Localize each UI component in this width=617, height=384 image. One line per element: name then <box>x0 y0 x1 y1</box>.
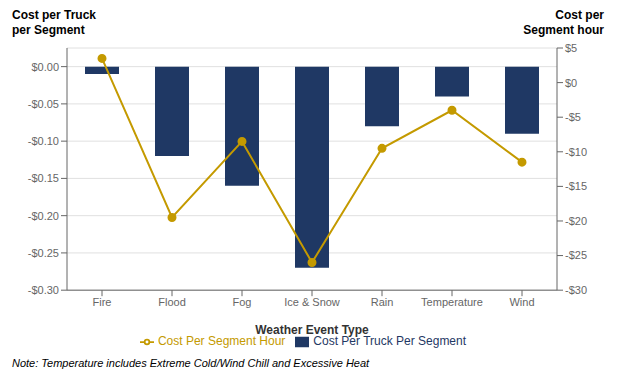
html-text:Cost Per Truck Per Segment: Cost Per Truck Per Segment <box>313 334 467 349</box>
svg-text:-$15: -$15 <box>565 180 587 192</box>
html-text:per Segment: per Segment <box>12 23 85 37</box>
svg-text:-$30: -$30 <box>565 284 587 296</box>
svg-text:Flood: Flood <box>158 296 186 308</box>
svg-text:$5: $5 <box>565 42 577 54</box>
svg-text:-$10: -$10 <box>565 146 587 158</box>
svg-text:-$0.10: -$0.10 <box>28 135 59 147</box>
svg-text:-$0.20: -$0.20 <box>28 210 59 222</box>
svg-text:Fire: Fire <box>93 296 112 308</box>
svg-text:$0.00: $0.00 <box>31 61 59 73</box>
svg-text:-$0.15: -$0.15 <box>28 172 59 184</box>
svg-text:-$0.25: -$0.25 <box>28 247 59 259</box>
svg-text:$0: $0 <box>565 77 577 89</box>
svg-text:-$0.30: -$0.30 <box>28 284 59 296</box>
svg-text:Rain: Rain <box>371 296 394 308</box>
svg-text:-$20: -$20 <box>565 215 587 227</box>
svg-text:Weather Event Type: Weather Event Type <box>255 323 369 337</box>
html-text:Cost per Truck: Cost per Truck <box>12 8 96 22</box>
svg-text:-$25: -$25 <box>565 249 587 261</box>
svg-text:Ice & Snow: Ice & Snow <box>284 296 340 308</box>
html-text:Cost Per Segment Hour: Cost Per Segment Hour <box>157 334 286 349</box>
html-text:Note: Temperature includes Ext: Note: Temperature includes Extreme Cold/… <box>12 357 370 369</box>
svg-text:Wind: Wind <box>509 296 534 308</box>
html-text:Cost per: Cost per <box>555 8 604 22</box>
svg-text:-$5: -$5 <box>565 111 581 123</box>
svg-text:Fog: Fog <box>233 296 252 308</box>
svg-text:-$0.05: -$0.05 <box>28 98 59 110</box>
svg-text:Temperature: Temperature <box>421 296 483 308</box>
html-text:Segment hour: Segment hour <box>523 23 604 37</box>
